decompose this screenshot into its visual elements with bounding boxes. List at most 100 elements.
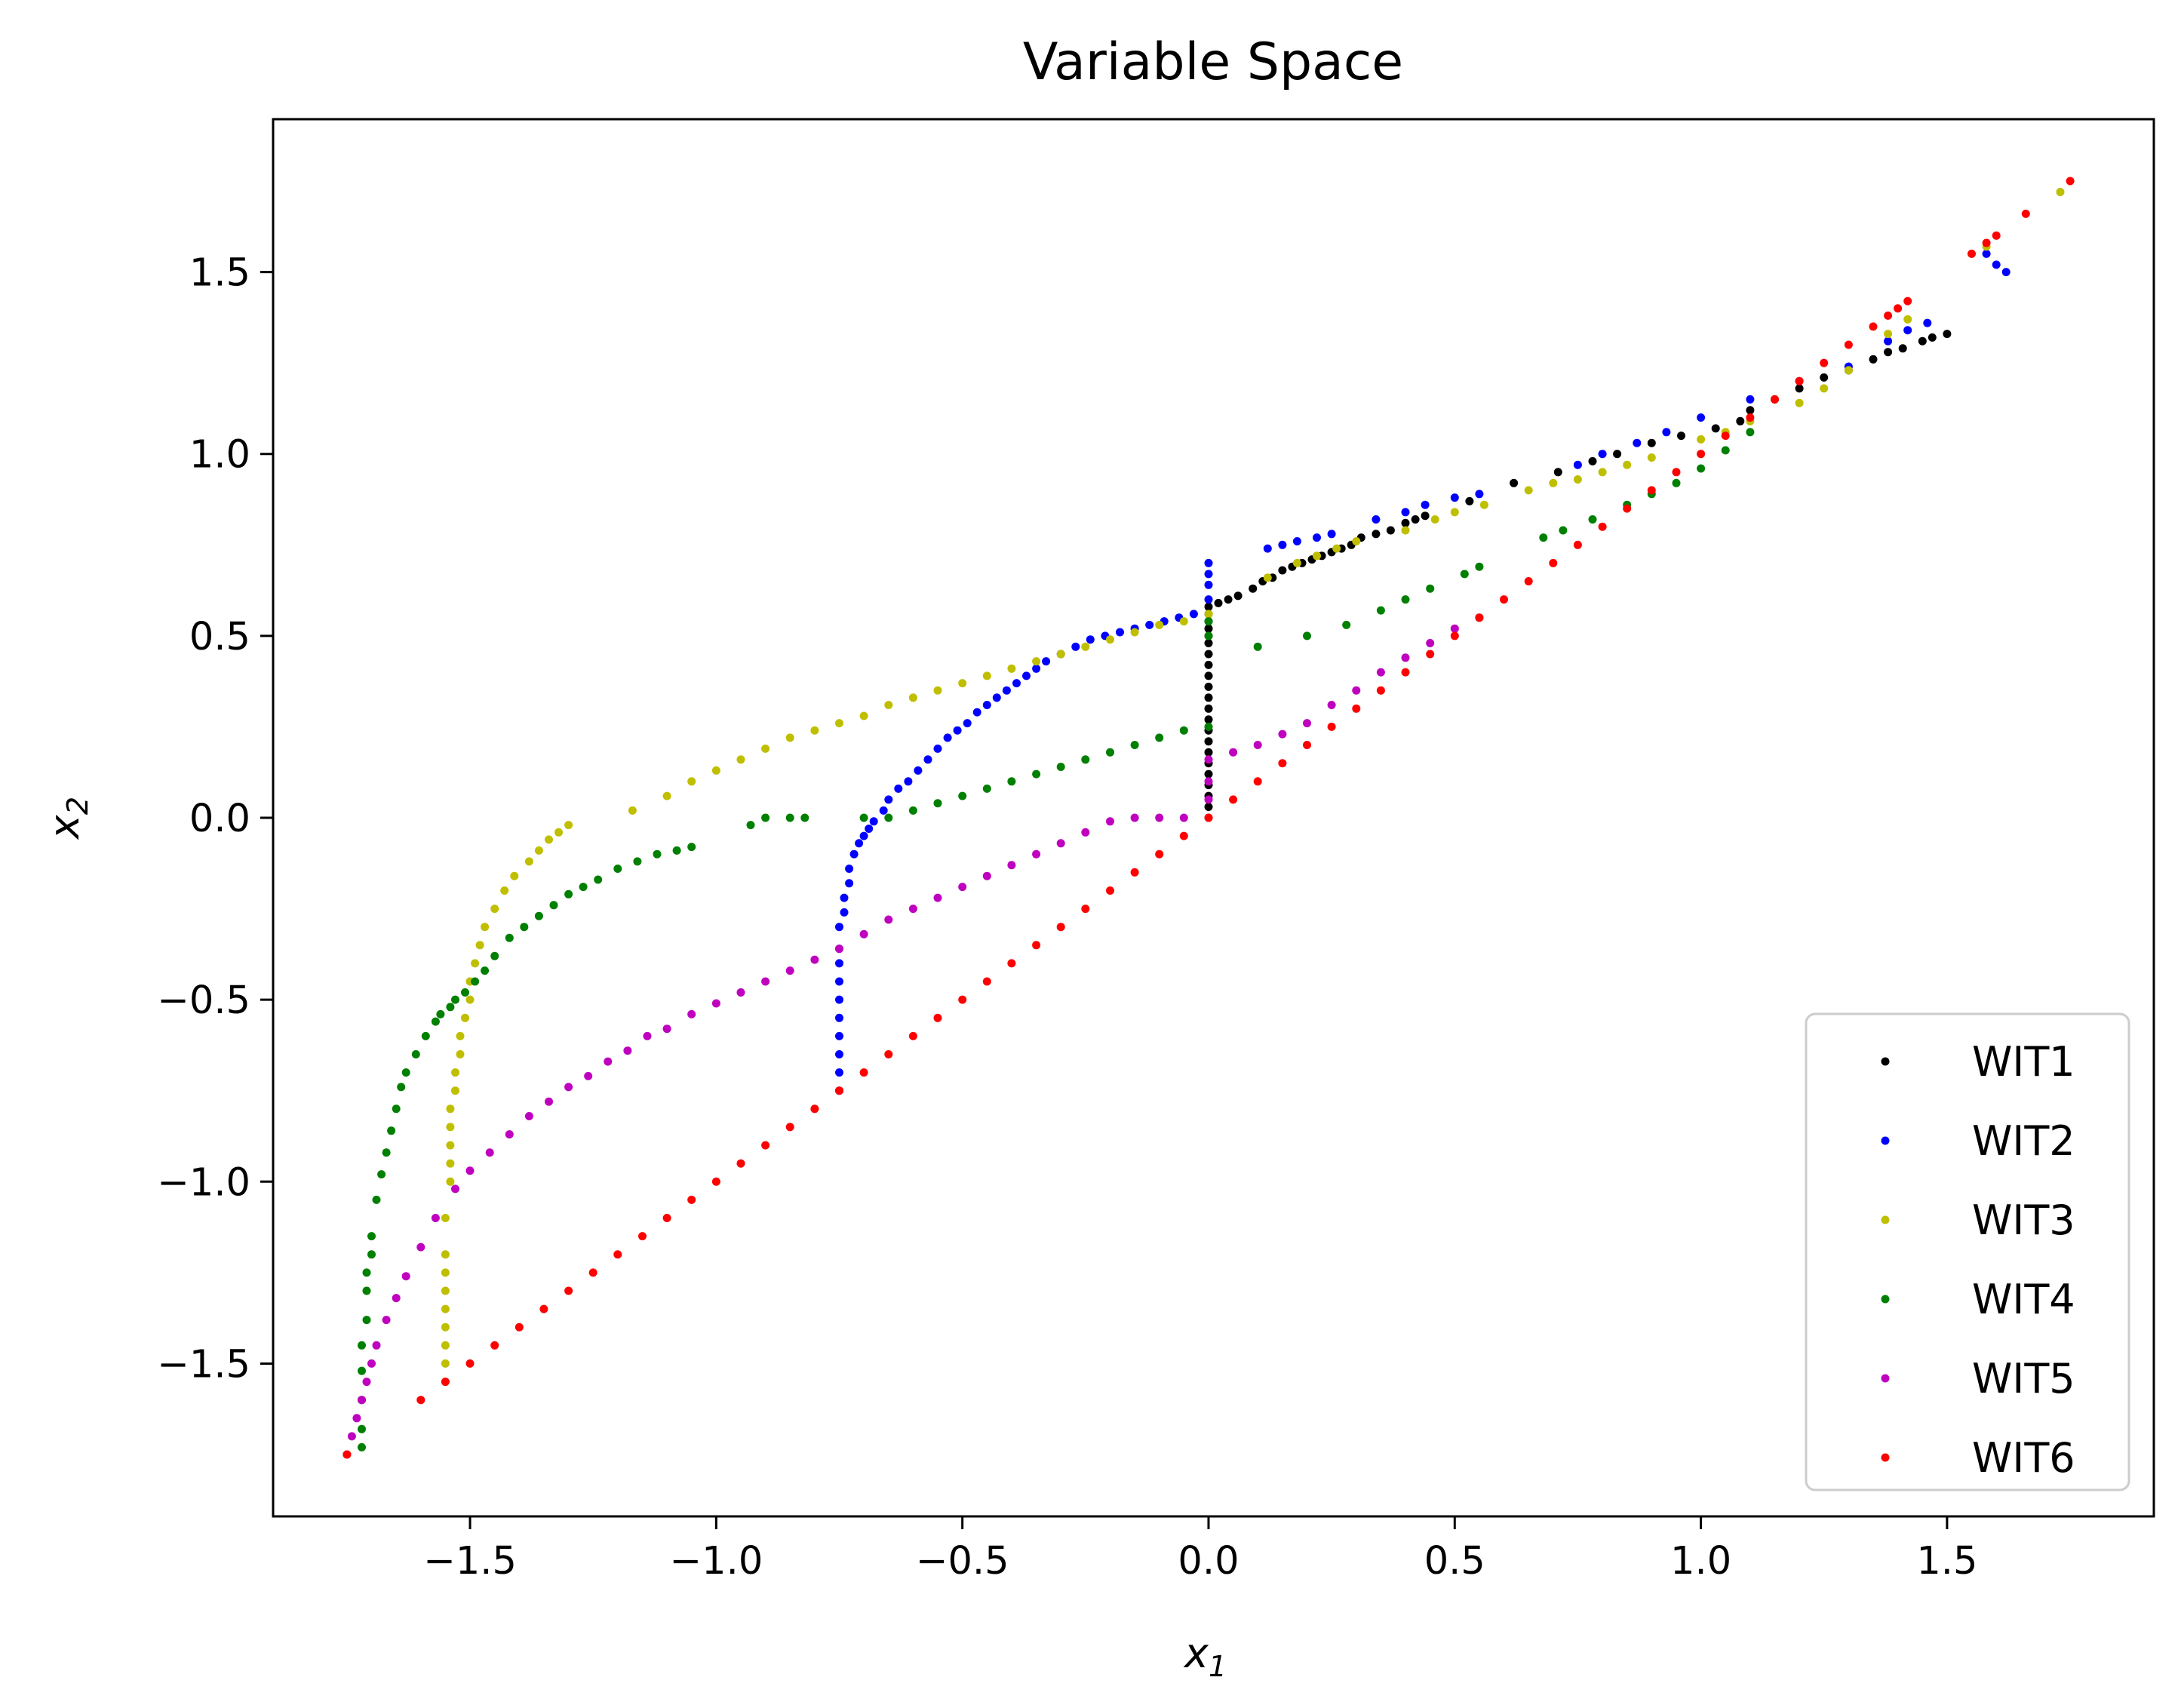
data-point	[594, 875, 603, 884]
data-point	[362, 1378, 371, 1387]
data-point	[638, 1232, 647, 1241]
data-point	[1549, 558, 1558, 567]
y-tick-label: 1.5	[189, 251, 250, 296]
data-point	[1426, 639, 1435, 647]
data-point	[1204, 770, 1213, 779]
data-point	[1573, 460, 1582, 469]
data-point	[1130, 628, 1139, 637]
data-point	[1401, 526, 1410, 535]
data-point	[465, 995, 475, 1004]
data-point	[446, 1003, 455, 1012]
legend-marker	[1881, 1295, 1890, 1304]
data-point	[1263, 573, 1272, 582]
data-point	[1155, 733, 1164, 742]
data-point	[1081, 828, 1090, 837]
data-point	[736, 988, 745, 997]
axes-frame	[272, 118, 2155, 1518]
data-point	[446, 1123, 455, 1132]
data-point	[1903, 296, 1912, 306]
data-point	[1869, 322, 1878, 331]
data-point	[1204, 671, 1213, 680]
data-point	[884, 795, 893, 804]
y-tick-label: 0.0	[189, 797, 250, 841]
data-point	[358, 1396, 366, 1405]
x-tick-label: −1.5	[423, 1539, 517, 1584]
data-point	[1386, 526, 1395, 535]
data-point	[1179, 726, 1188, 735]
data-point	[835, 1050, 843, 1058]
y-axis-title-subscript: 2	[61, 797, 94, 815]
legend-item-wit3: WIT3	[1881, 1197, 2075, 1244]
data-point	[358, 1442, 366, 1451]
data-point	[564, 1083, 573, 1092]
data-point	[1233, 591, 1243, 601]
data-point	[1982, 249, 1991, 258]
data-point	[1401, 595, 1410, 604]
data-point	[1918, 336, 1927, 346]
legend-label: WIT1	[1972, 1038, 2075, 1086]
data-point	[908, 905, 917, 914]
data-point	[446, 1159, 455, 1168]
data-point	[653, 849, 662, 859]
data-point	[456, 1050, 465, 1058]
data-point	[1032, 941, 1041, 950]
data-point	[958, 995, 967, 1004]
data-point	[1130, 813, 1139, 822]
data-point	[1697, 464, 1706, 473]
data-point	[1352, 537, 1361, 545]
data-point	[1204, 813, 1213, 822]
data-point	[579, 883, 588, 892]
data-point	[835, 923, 843, 932]
data-point	[1903, 326, 1912, 335]
data-point	[1204, 595, 1213, 604]
data-point	[1992, 231, 2001, 240]
data-point	[982, 871, 991, 880]
data-point	[1056, 763, 1065, 771]
data-point	[810, 726, 819, 735]
data-point	[358, 1424, 366, 1433]
data-point	[1573, 475, 1582, 484]
data-point	[1002, 686, 1011, 695]
data-point	[564, 1286, 573, 1295]
data-point	[859, 1068, 868, 1077]
data-point	[545, 1097, 553, 1106]
y-tick-label: 1.0	[189, 433, 250, 478]
data-point	[1372, 530, 1381, 539]
data-point	[1032, 657, 1041, 666]
data-point	[845, 879, 854, 888]
data-point	[1623, 504, 1632, 513]
data-point	[1598, 522, 1607, 531]
data-point	[1598, 468, 1607, 477]
data-point	[972, 708, 981, 717]
data-point	[761, 1141, 770, 1150]
series-wit5	[343, 613, 1484, 1459]
data-point	[2021, 209, 2030, 218]
data-point	[362, 1316, 371, 1325]
data-point	[1401, 518, 1410, 527]
data-point	[416, 1396, 425, 1405]
legend-item-wit4: WIT4	[1881, 1276, 2075, 1323]
data-point	[1204, 803, 1213, 811]
data-point	[736, 755, 745, 764]
data-point	[1204, 755, 1213, 764]
data-point	[859, 813, 868, 822]
legend-marker	[1881, 1215, 1890, 1224]
data-point	[982, 977, 991, 986]
y-tick-label: 0.5	[189, 615, 250, 659]
data-point	[1968, 249, 1976, 258]
data-point	[835, 1068, 843, 1077]
data-point	[485, 1148, 494, 1157]
data-point	[1278, 759, 1287, 768]
data-point	[958, 679, 967, 688]
data-point	[1278, 566, 1287, 575]
data-point	[1884, 330, 1893, 339]
data-point	[933, 686, 942, 695]
data-point	[1923, 318, 1932, 327]
data-point	[524, 1112, 533, 1120]
data-point	[377, 1170, 386, 1179]
data-point	[835, 1013, 843, 1022]
data-point	[604, 1057, 613, 1066]
data-point	[958, 791, 967, 800]
data-point	[859, 711, 868, 720]
data-point	[1007, 777, 1016, 786]
